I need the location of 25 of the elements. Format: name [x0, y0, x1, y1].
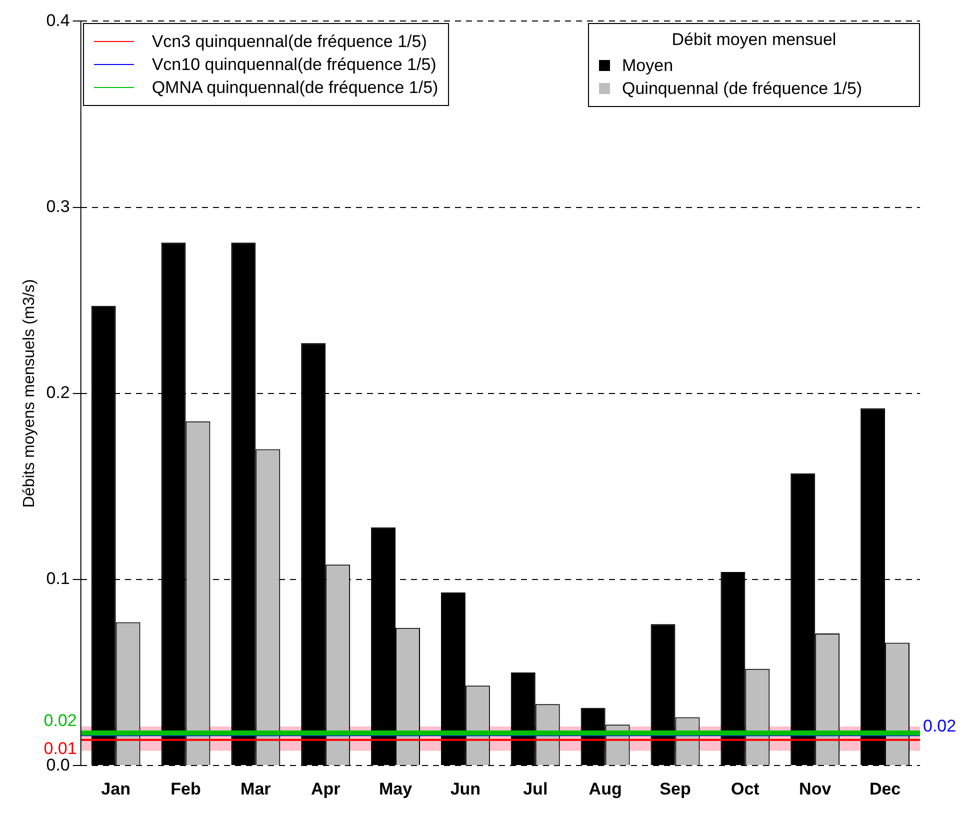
y-tick-label: 0.3 [46, 196, 70, 216]
x-tick-label: Jul [523, 779, 548, 798]
x-tick-label: Mar [240, 779, 272, 798]
y-tick-label: 0.4 [46, 10, 70, 30]
x-tick-label: Apr [310, 779, 341, 798]
legend-label: QMNA quinquennal(de fréquence 1/5) [152, 77, 438, 100]
x-tick-label: Jun [450, 779, 481, 798]
text: 0.02 [923, 716, 956, 736]
x-tick-label: Feb [170, 779, 201, 798]
legend-title: Débit moyen mensuel [670, 30, 838, 50]
y-tick-label: 0.2 [46, 383, 70, 402]
text: 0.02 [44, 711, 77, 730]
y-tick-label: 0.1 [46, 569, 70, 588]
x-tick-label: May [378, 779, 413, 798]
legend-label: Moyen [622, 55, 674, 78]
legend-label: Vcn3 quinquennal(de fréquence 1/5) [152, 31, 427, 54]
x-tick-label: Dec [869, 779, 901, 798]
y-axis-title: Débits moyens mensuels (m3/s) [21, 279, 38, 508]
legend-label: Quinquennal (de fréquence 1/5) [622, 78, 862, 100]
x-tick-label: Oct [731, 779, 760, 798]
x-tick-label: Aug [588, 779, 622, 798]
legend-label: Vcn10 quinquennal(de fréquence 1/5) [152, 54, 436, 76]
x-tick-label: Nov [799, 779, 832, 798]
x-tick-label: Jan [101, 779, 130, 798]
x-tick-label: Sep [660, 779, 691, 798]
